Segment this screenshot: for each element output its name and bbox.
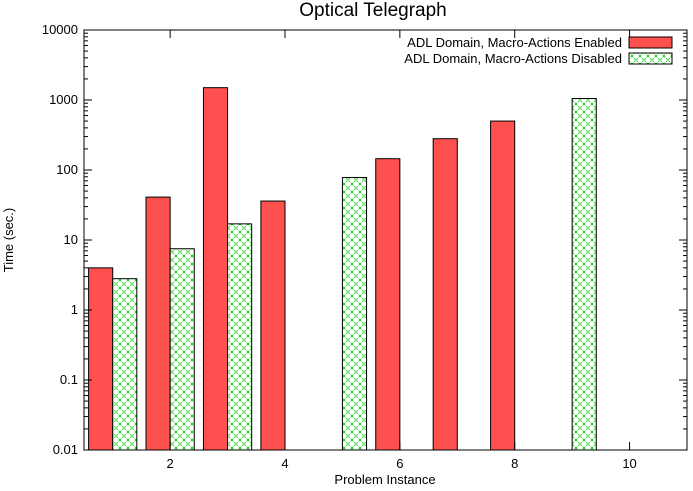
bar-series-2 — [227, 223, 253, 451]
legend-swatch — [628, 52, 673, 65]
x-tick-label: 10 — [622, 456, 636, 471]
bar-series-2 — [169, 248, 195, 451]
legend-label: ADL Domain, Macro-Actions Enabled — [407, 35, 622, 50]
y-tick-label: 0.01 — [53, 442, 78, 457]
bar-series-1 — [202, 87, 229, 451]
legend-swatch — [628, 36, 673, 49]
bar-series-1 — [145, 196, 171, 451]
y-tick-label: 10 — [64, 232, 78, 247]
plot-area — [88, 87, 597, 451]
y-tick-label: 1 — [71, 302, 78, 317]
x-ticks: 2 4 6 8 10 — [167, 30, 637, 471]
bar-series-1 — [375, 158, 401, 451]
x-tick-label: 4 — [281, 456, 288, 471]
x-tick-label: 2 — [167, 456, 174, 471]
bar-series-1 — [490, 120, 516, 451]
x-tick-label: 6 — [396, 456, 403, 471]
bar-series-2 — [341, 177, 368, 451]
bar-series-2 — [112, 278, 138, 451]
y-ticks: 0.01 0.1 1 10 100 1000 10000 — [42, 22, 687, 457]
y-tick-label: 100 — [56, 162, 78, 177]
y-tick-label: 0.1 — [60, 372, 78, 387]
bar-series-1 — [260, 200, 286, 451]
bar-series-1 — [432, 138, 458, 451]
x-axis-label: Problem Instance — [334, 472, 435, 487]
chart-title: Optical Telegraph — [299, 0, 447, 21]
y-axis-label: Time (sec.) — [1, 208, 16, 273]
y-tick-label: 1000 — [49, 92, 78, 107]
legend-label: ADL Domain, Macro-Actions Disabled — [404, 51, 622, 66]
y-tick-label: 10000 — [42, 22, 78, 37]
bar-series-2 — [571, 98, 597, 451]
x-tick-label: 8 — [511, 456, 518, 471]
bar-series-1 — [88, 267, 114, 451]
